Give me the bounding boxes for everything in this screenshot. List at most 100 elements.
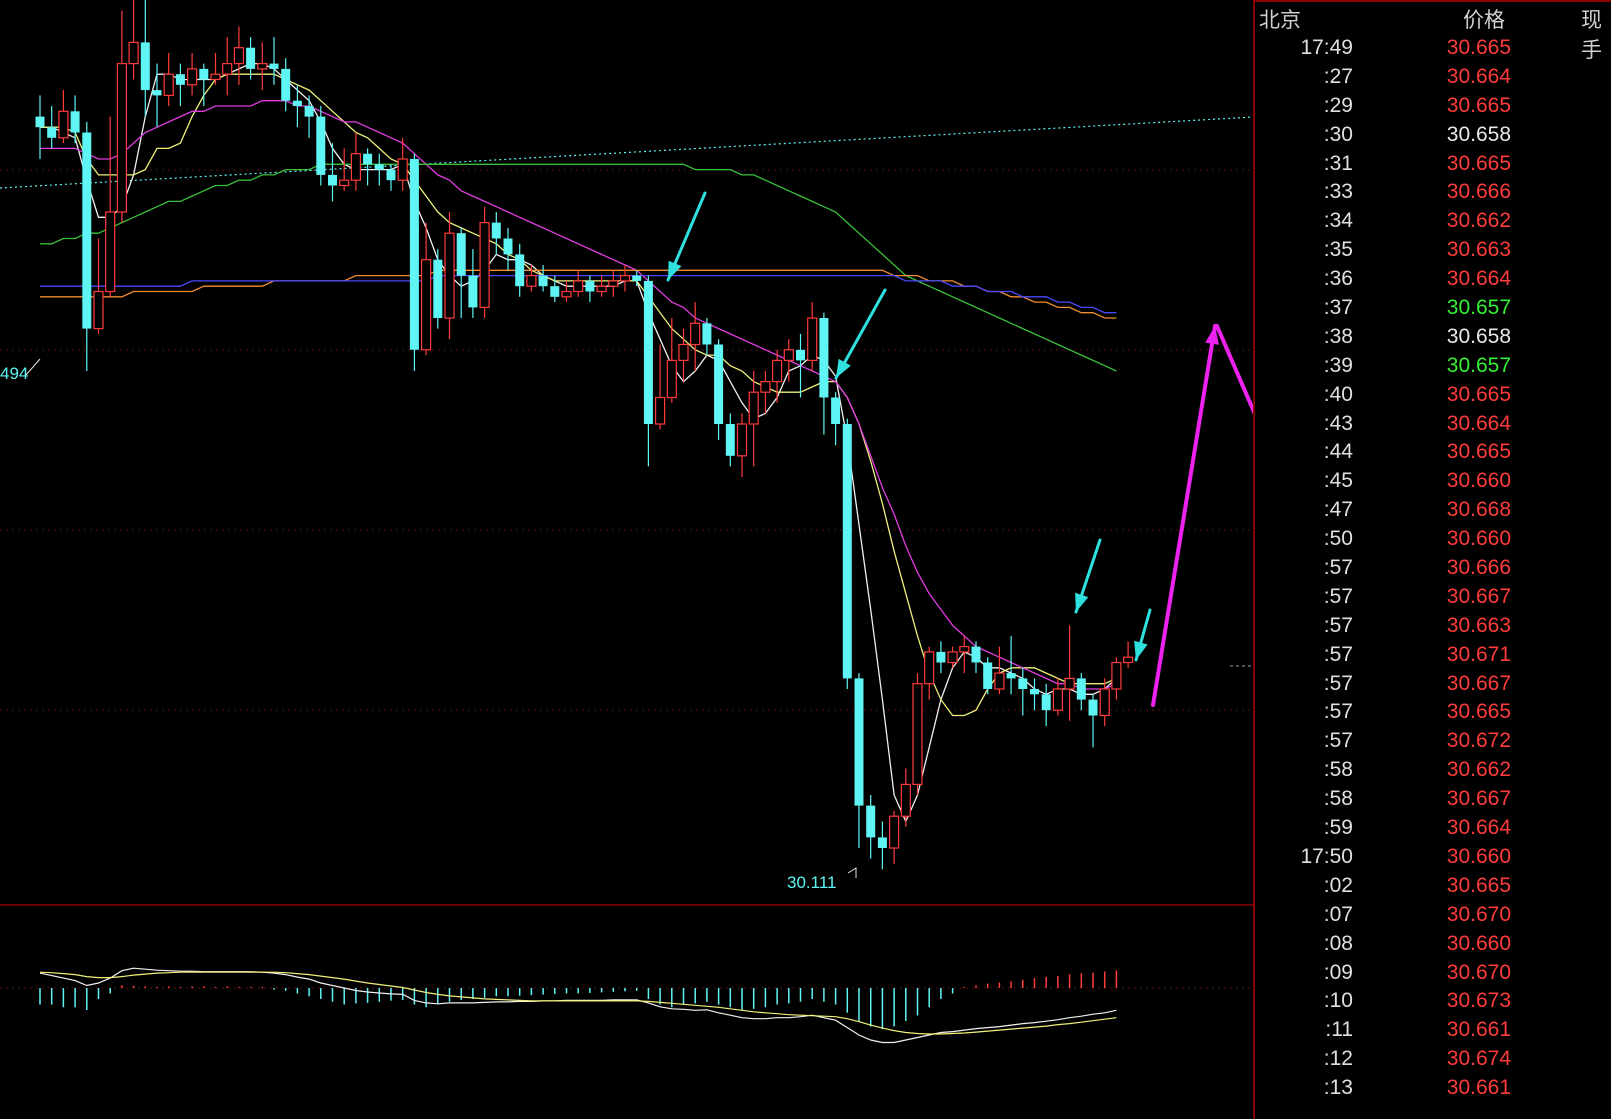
tick-row[interactable]: :45 30.660	[1255, 467, 1611, 496]
tick-row[interactable]: :43 30.664	[1255, 410, 1611, 439]
tick-price: 30.665	[1446, 93, 1511, 117]
tick-time: :33	[1323, 180, 1353, 204]
candle-body	[854, 678, 864, 806]
tick-row[interactable]: :47 30.668	[1255, 496, 1611, 525]
candle-body	[316, 116, 326, 175]
candle-body	[1064, 677, 1075, 690]
tick-row[interactable]: :39 30.657	[1255, 352, 1611, 381]
tick-price: 30.665	[1446, 700, 1511, 724]
tick-row[interactable]: :33 30.666	[1255, 178, 1611, 207]
tick-row[interactable]: :57 30.666	[1255, 554, 1611, 583]
tick-row[interactable]: :11 30.661	[1255, 1016, 1611, 1045]
tick-row[interactable]: :29 30.665	[1255, 92, 1611, 121]
candle-body	[363, 153, 373, 165]
tick-row[interactable]: :40 30.665	[1255, 381, 1611, 410]
tick-time: :57	[1323, 584, 1353, 608]
tick-time: 17:50	[1300, 844, 1353, 868]
candle-body	[690, 322, 701, 346]
tick-row[interactable]: :58 30.662	[1255, 756, 1611, 785]
candle-body	[725, 424, 735, 456]
tick-row[interactable]: :57 30.667	[1255, 670, 1611, 699]
magenta-arrow-down	[1215, 324, 1253, 415]
tick-time: :45	[1323, 469, 1353, 493]
tick-row[interactable]: 17:50 30.660	[1255, 843, 1611, 872]
kline-chart-area[interactable]: 30.111 494	[0, 0, 1253, 1119]
kline-chart[interactable]: 30.111 494	[0, 0, 1253, 1119]
tick-time: :57	[1323, 556, 1353, 580]
tick-price: 30.660	[1446, 469, 1511, 493]
tick-row[interactable]: :50 30.660	[1255, 525, 1611, 554]
candle-body	[140, 42, 150, 91]
tick-row[interactable]: :08 30.660	[1255, 930, 1611, 959]
tick-row[interactable]: :57 30.665	[1255, 698, 1611, 727]
cyan-arrow-head	[668, 260, 682, 280]
candle-body	[526, 275, 537, 287]
tick-row[interactable]: :57 30.667	[1255, 583, 1611, 612]
candle-body	[105, 211, 116, 293]
tick-row[interactable]: :34 30.662	[1255, 207, 1611, 236]
candle-body	[842, 424, 852, 679]
candle-body	[888, 815, 900, 849]
tick-row[interactable]: :37 30.657	[1255, 294, 1611, 323]
candle-body	[1088, 699, 1098, 716]
candle-body	[222, 62, 233, 75]
tick-time: :30	[1323, 122, 1353, 146]
tick-row[interactable]: :27 30.664	[1255, 63, 1611, 92]
tick-row[interactable]: :57 30.672	[1255, 727, 1611, 756]
tick-price: 30.665	[1446, 382, 1511, 406]
left-pointer	[25, 358, 41, 376]
tick-row[interactable]: :12 30.674	[1255, 1045, 1611, 1074]
tick-list-header: 北京 价格 现手	[1255, 4, 1611, 62]
tick-time: :57	[1323, 700, 1353, 724]
candle-body	[573, 280, 584, 293]
tick-row[interactable]: :35 30.663	[1255, 236, 1611, 265]
tick-row[interactable]: :02 30.665	[1255, 872, 1611, 901]
tick-row[interactable]: :57 30.671	[1255, 641, 1611, 670]
tick-row[interactable]: :09 30.670	[1255, 959, 1611, 988]
candle-body	[292, 100, 302, 106]
tick-row[interactable]: 17:49 30.665	[1255, 34, 1611, 63]
tick-price: 30.670	[1446, 902, 1511, 926]
tick-time: :07	[1323, 902, 1353, 926]
candle-body	[877, 837, 887, 848]
magenta-arrow-up-head	[1205, 326, 1220, 345]
candle-body	[328, 174, 337, 186]
candle-body	[596, 285, 607, 293]
tick-list[interactable]: 17:49 30.665:27 30.664:29 30.665:30 30.658:3…	[1255, 34, 1611, 1103]
tick-price: 30.666	[1446, 180, 1511, 204]
low-pointer	[847, 867, 857, 878]
tick-time: :11	[1325, 1018, 1353, 1042]
candle-body	[1030, 689, 1039, 695]
candle-body	[433, 259, 443, 318]
tick-time: :57	[1323, 642, 1353, 666]
header-volume: 现手	[1581, 9, 1602, 62]
tick-price: 30.660	[1446, 527, 1511, 551]
tick-row[interactable]: :13 30.661	[1255, 1074, 1611, 1103]
candle-body	[1018, 678, 1028, 689]
tick-row[interactable]: :30 30.658	[1255, 121, 1611, 150]
candle-body	[807, 317, 818, 362]
tick-row[interactable]: :10 30.673	[1255, 987, 1611, 1016]
tick-time: :09	[1323, 960, 1353, 984]
tick-price: 30.673	[1446, 989, 1511, 1013]
candle-body	[771, 359, 783, 383]
tick-row[interactable]: :07 30.670	[1255, 901, 1611, 930]
candle-body	[643, 280, 653, 424]
candle-body	[550, 286, 560, 297]
tick-row[interactable]: :59 30.664	[1255, 814, 1611, 843]
tick-row[interactable]: :58 30.667	[1255, 785, 1611, 814]
tick-time: :50	[1323, 527, 1353, 551]
magenta-arrow-up	[1151, 324, 1220, 707]
tick-row[interactable]: :36 30.664	[1255, 265, 1611, 294]
tick-row[interactable]: :44 30.665	[1255, 438, 1611, 467]
tick-price: 30.667	[1446, 787, 1511, 811]
tick-row[interactable]: :31 30.665	[1255, 150, 1611, 179]
candle-body	[515, 254, 525, 287]
candle-body	[386, 169, 396, 181]
tick-time: :08	[1323, 931, 1353, 955]
tick-row[interactable]: :57 30.663	[1255, 612, 1611, 641]
tick-price: 30.661	[1446, 1076, 1511, 1100]
header-time: 北京	[1259, 9, 1301, 32]
tick-time: :10	[1323, 989, 1353, 1013]
tick-row[interactable]: :38 30.658	[1255, 323, 1611, 352]
